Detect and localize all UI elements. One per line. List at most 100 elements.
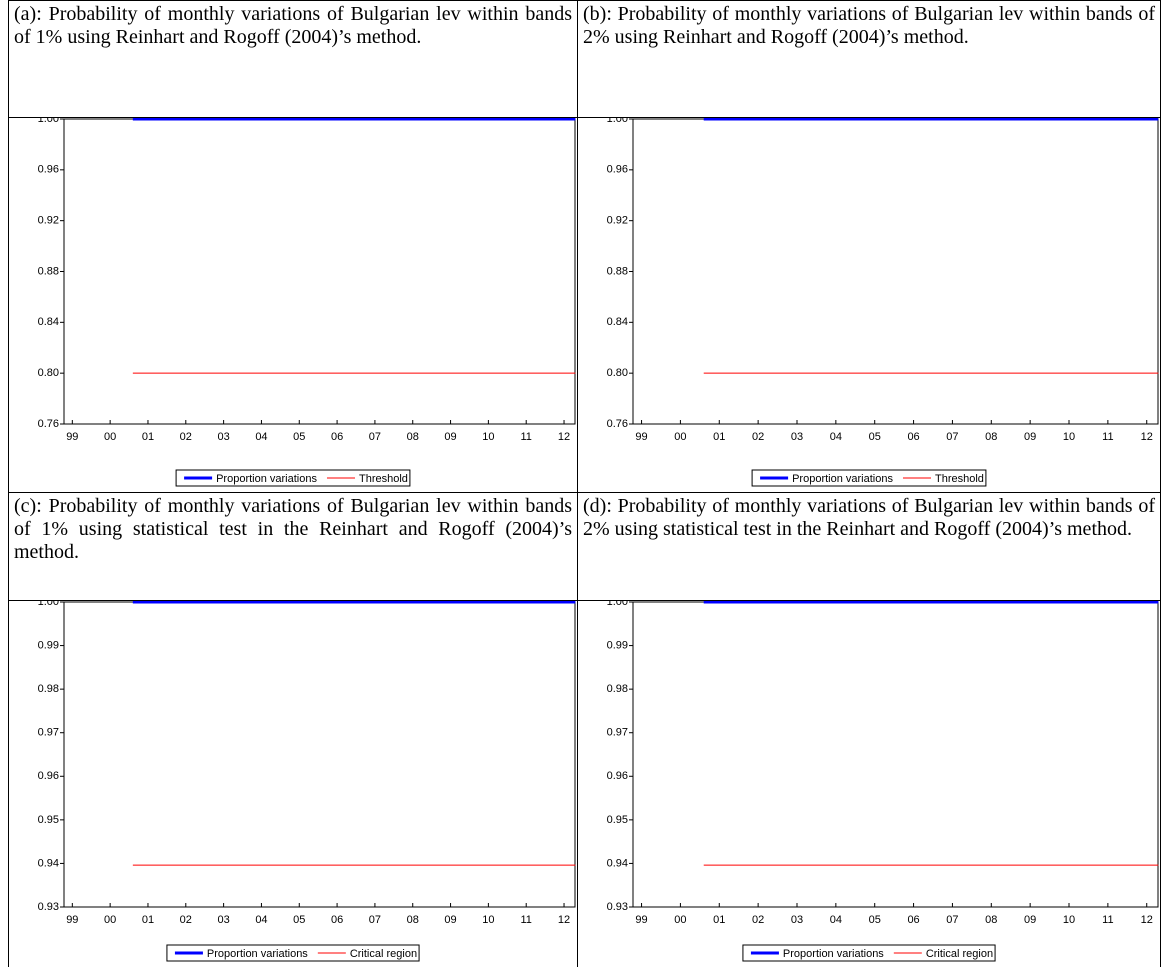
x-tick-label: 01: [713, 431, 725, 443]
x-tick-label: 07: [946, 431, 958, 443]
y-tick-label: 1.00: [607, 601, 628, 608]
x-tick-label: 10: [482, 431, 494, 443]
legend-label: Critical region: [350, 948, 417, 960]
plot-frame: [63, 601, 576, 908]
x-tick-label: 12: [1141, 914, 1153, 926]
x-tick-label: 11: [520, 914, 531, 926]
y-tick-label: 0.76: [38, 418, 59, 430]
chart: 0.93 0.94 0.95 0.96 0.97 0.98 0.99 1.00 99 00 01 02…: [38, 601, 576, 962]
x-tick-label: 03: [217, 431, 229, 443]
x-tick-label: 06: [331, 914, 343, 926]
x-tick-label: 01: [142, 914, 154, 926]
legend-label: Proportion variations: [792, 473, 893, 485]
x-tick-label: 12: [558, 431, 570, 443]
x-tick-label: 09: [444, 914, 456, 926]
x-tick-label: 11: [520, 431, 531, 443]
x-tick-label: 04: [830, 914, 842, 926]
x-tick-label: 09: [1024, 914, 1036, 926]
x-tick-label: 99: [66, 914, 78, 926]
y-tick-label: 0.96: [38, 770, 59, 782]
y-tick-label: 0.93: [607, 901, 628, 913]
x-tick-label: 99: [635, 914, 647, 926]
x-tick-label: 99: [635, 431, 647, 443]
plot-frame: [632, 118, 1159, 425]
x-tick-label: 08: [407, 914, 419, 926]
x-tick-label: 04: [255, 914, 267, 926]
x-tick-label: 05: [869, 914, 881, 926]
y-tick-label: 0.96: [607, 770, 628, 782]
x-tick-label: 05: [293, 914, 305, 926]
y-tick-label: 0.80: [38, 367, 59, 379]
y-tick-label: 0.80: [607, 367, 628, 379]
x-tick-label: 06: [907, 914, 919, 926]
x-tick-label: 12: [558, 914, 570, 926]
y-tick-label: 0.95: [607, 814, 628, 826]
x-tick-label: 04: [830, 431, 842, 443]
x-tick-label: 00: [674, 431, 686, 443]
x-tick-label: 08: [985, 914, 997, 926]
legend-box: [742, 944, 996, 962]
y-tick-label: 0.95: [38, 814, 59, 826]
y-tick-label: 0.93: [38, 901, 59, 913]
y-tick-label: 0.97: [38, 727, 59, 739]
plot-frame: [632, 601, 1159, 908]
legend-label: Threshold: [359, 473, 408, 485]
x-tick-label: 05: [293, 431, 305, 443]
y-tick-label: 0.94: [38, 857, 59, 869]
x-tick-label: 02: [752, 914, 764, 926]
y-tick-label: 0.97: [607, 727, 628, 739]
legend-box: [751, 469, 987, 487]
chart: 0.76 0.80 0.84 0.88 0.92 0.96 1.00 99 00 01 02 03 04…: [38, 118, 576, 487]
y-tick-label: 0.76: [607, 418, 628, 430]
chart-cell: 0.76 0.80 0.84 0.88 0.92 0.96 1.00 99 00 01 02 03 04…: [8, 117, 578, 493]
x-tick-label: 03: [791, 431, 803, 443]
y-tick-label: 0.84: [38, 316, 59, 328]
x-tick-label: 11: [1102, 914, 1113, 926]
legend-box: [175, 469, 411, 487]
x-tick-label: 10: [482, 914, 494, 926]
caption: (d): Probability of monthly variations o…: [577, 492, 1161, 601]
x-tick-label: 02: [180, 431, 192, 443]
y-tick-label: 0.88: [607, 265, 628, 277]
chart-cell: 0.93 0.94 0.95 0.96 0.97 0.98 0.99 1.00 99 00 01 02…: [577, 600, 1161, 967]
y-tick-label: 1.00: [38, 118, 59, 125]
x-tick-label: 08: [985, 431, 997, 443]
y-tick-label: 0.98: [607, 683, 628, 695]
y-tick-label: 0.84: [607, 316, 628, 328]
x-tick-label: 00: [674, 914, 686, 926]
chart-cell: 0.76 0.80 0.84 0.88 0.92 0.96 1.00 99 00 01 02 03 04…: [577, 117, 1161, 493]
y-tick-label: 0.92: [38, 215, 59, 227]
legend-box: [166, 944, 420, 962]
x-tick-label: 07: [946, 914, 958, 926]
x-tick-label: 00: [104, 431, 116, 443]
y-tick-label: 0.94: [607, 857, 628, 869]
x-tick-label: 10: [1063, 431, 1075, 443]
x-tick-label: 03: [217, 914, 229, 926]
y-tick-label: 1.00: [38, 601, 59, 608]
x-tick-label: 08: [407, 431, 419, 443]
y-tick-label: 0.92: [607, 215, 628, 227]
legend-label: Critical region: [926, 948, 993, 960]
y-tick-label: 0.99: [607, 639, 628, 651]
x-tick-label: 05: [869, 431, 881, 443]
y-tick-label: 0.99: [38, 639, 59, 651]
chart: 0.76 0.80 0.84 0.88 0.92 0.96 1.00 99 00 01 02 03 04…: [607, 118, 1159, 487]
x-tick-label: 06: [907, 431, 919, 443]
y-tick-label: 0.88: [38, 265, 59, 277]
legend-label: Proportion variations: [783, 948, 884, 960]
x-tick-label: 00: [104, 914, 116, 926]
legend-label: Proportion variations: [216, 473, 317, 485]
x-tick-label: 01: [142, 431, 154, 443]
x-tick-label: 04: [255, 431, 267, 443]
plot-frame: [63, 118, 576, 425]
x-tick-label: 11: [1102, 431, 1113, 443]
chart: 0.93 0.94 0.95 0.96 0.97 0.98 0.99 1.00 99 00 01 02…: [607, 601, 1159, 962]
x-tick-label: 10: [1063, 914, 1075, 926]
y-tick-label: 0.96: [38, 164, 59, 176]
x-tick-label: 02: [752, 431, 764, 443]
caption: (a): Probability of monthly variations o…: [8, 0, 578, 118]
caption: (b): Probability of monthly variations o…: [577, 0, 1161, 118]
legend-label: Proportion variations: [207, 948, 308, 960]
x-tick-label: 03: [791, 914, 803, 926]
